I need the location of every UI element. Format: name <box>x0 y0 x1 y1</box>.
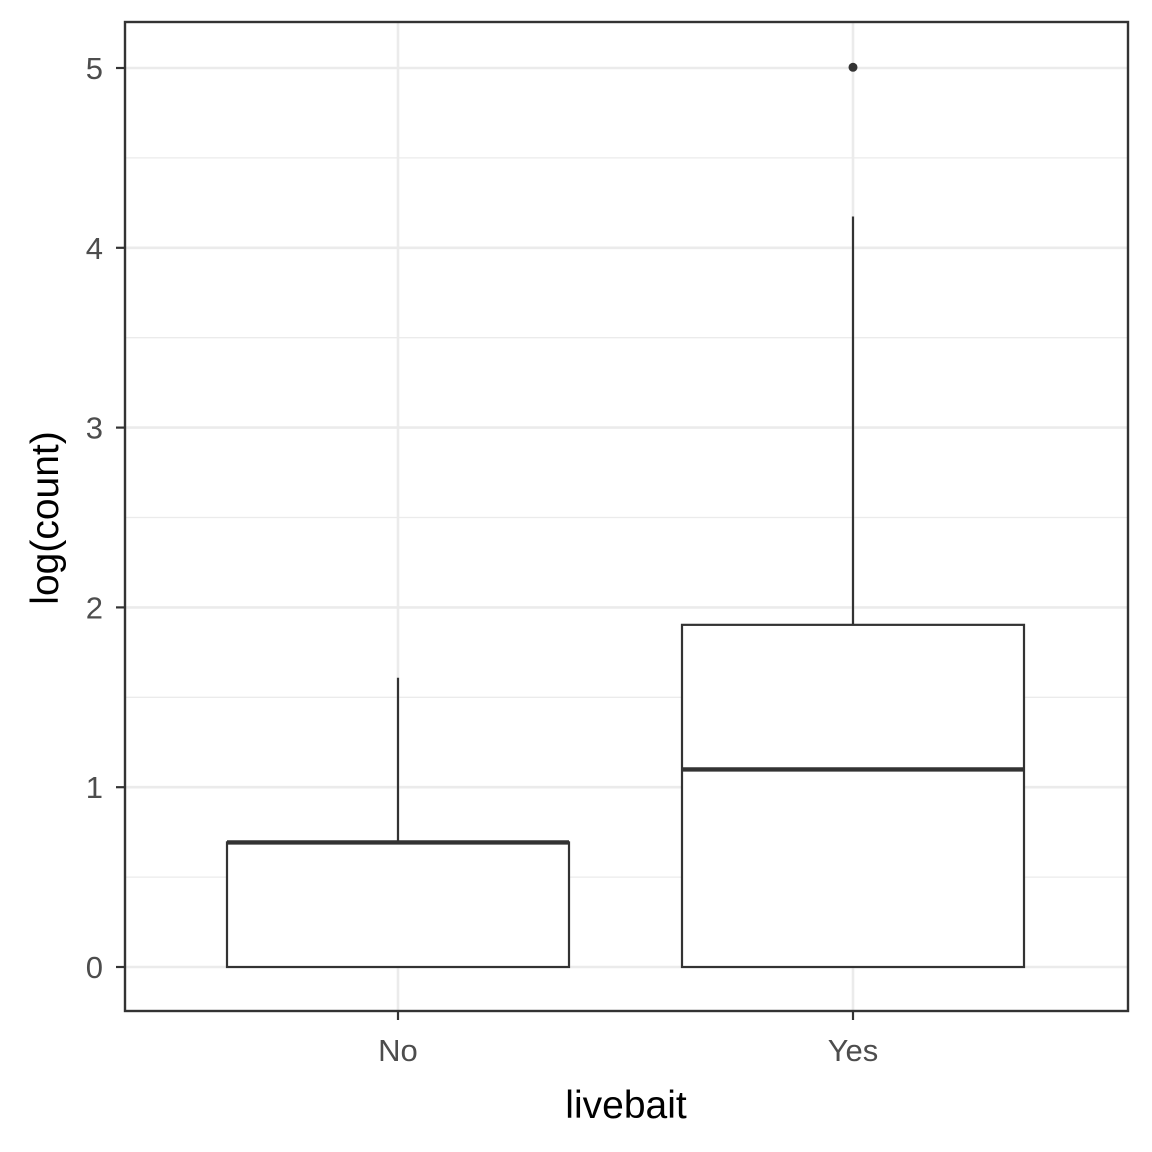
y-axis-title: log(count) <box>24 431 67 604</box>
x-tick-label: Yes <box>828 1033 879 1068</box>
x-axis-title: livebait <box>565 1084 687 1127</box>
box-yes <box>680 62 1026 969</box>
outlier-point <box>848 62 858 72</box>
iqr-box <box>225 841 571 969</box>
y-tick-label: 1 <box>86 770 103 805</box>
iqr-box <box>680 623 1026 969</box>
x-tick-label: No <box>378 1033 418 1068</box>
box-no <box>225 677 571 969</box>
axes: 0 1 2 3 4 5 No Yes <box>86 51 879 1068</box>
y-tick-label: 4 <box>86 231 103 266</box>
y-tick-label: 0 <box>86 950 103 985</box>
panel-border <box>123 20 1130 1013</box>
y-tick-label: 5 <box>86 51 103 86</box>
y-tick-label: 3 <box>86 411 103 446</box>
y-tick-label: 2 <box>86 590 103 625</box>
boxplots <box>225 62 1026 969</box>
